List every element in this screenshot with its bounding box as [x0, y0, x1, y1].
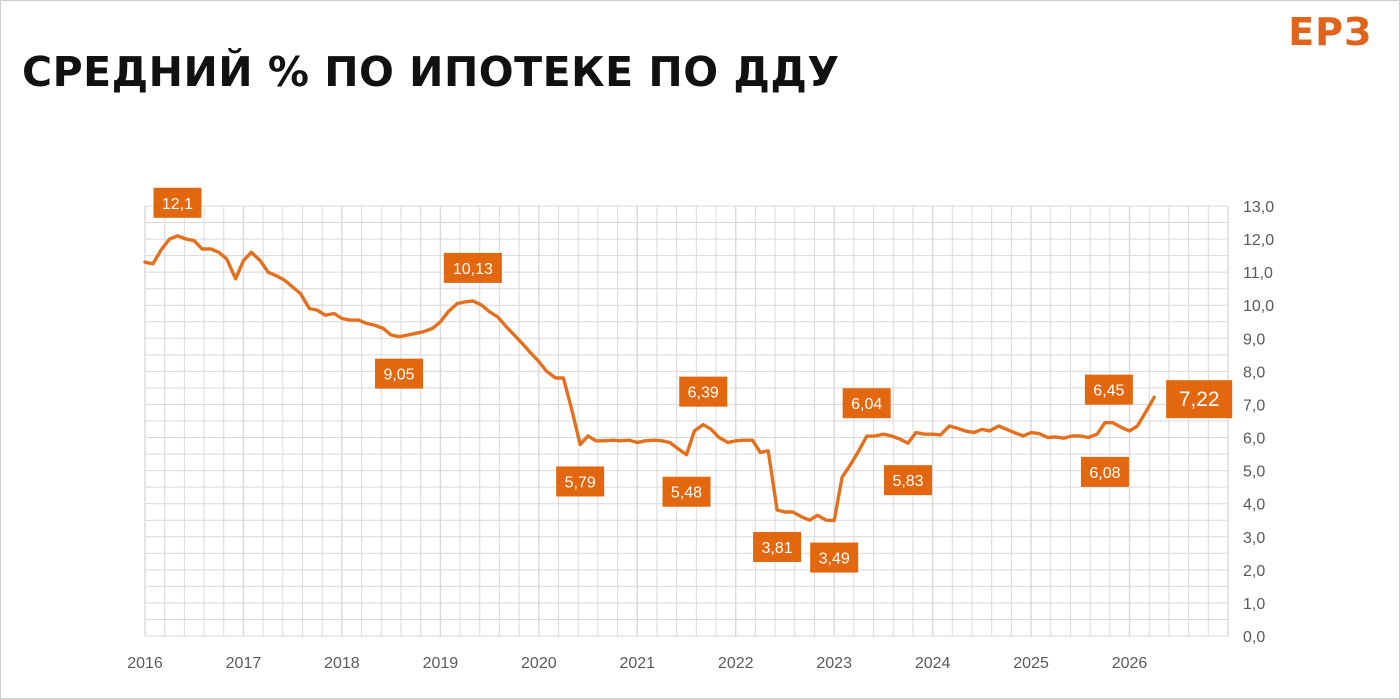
- data-label-text: 9,05: [383, 367, 414, 384]
- x-axis-ticks: 2016 2017 2018 2019 2020 2021 2022 2023 2024 2025…: [127, 655, 1147, 672]
- data-label: 3,81: [753, 531, 802, 562]
- data-labels: 12,1 10,13 9,05 5,79 6,39 5,48 3,81 3,49 6,04 5,8…: [153, 187, 1233, 573]
- data-label-box: [842, 388, 891, 419]
- data-label-text: 6,04: [851, 396, 882, 413]
- data-label-box: [810, 542, 859, 573]
- brand-logo: ЕРЗ: [1288, 10, 1372, 54]
- data-label-text: 3,49: [819, 551, 850, 568]
- x-tick-label: 2018: [324, 655, 360, 672]
- x-tick-label: 2016: [127, 655, 163, 672]
- series-line: [143, 234, 1156, 523]
- data-label: 6,39: [679, 376, 728, 407]
- y-tick-label: 0,0: [1243, 629, 1265, 646]
- data-label-box: [1080, 456, 1129, 487]
- data-label-box: [1166, 380, 1233, 419]
- y-tick-label: 10,0: [1243, 298, 1274, 315]
- data-label: 6,45: [1084, 374, 1133, 405]
- y-tick-label: 4,0: [1243, 497, 1265, 514]
- data-label-box: [153, 187, 202, 218]
- data-label: 6,04: [842, 388, 891, 419]
- data-label-box: [884, 465, 933, 496]
- x-tick-label: 2022: [718, 655, 754, 672]
- data-label: 12,1: [153, 187, 202, 218]
- y-tick-label: 13,0: [1243, 199, 1274, 216]
- y-tick-label: 5,0: [1243, 464, 1265, 481]
- data-label-box: [753, 531, 802, 562]
- chart-grid: [144, 205, 1229, 637]
- x-tick-label: 2026: [1112, 655, 1148, 672]
- page-title: СРЕДНИЙ % ПО ИПОТЕКЕ ПО ДДУ: [22, 48, 840, 96]
- data-label: 5,79: [556, 466, 605, 497]
- data-label-text: 6,39: [688, 385, 719, 402]
- x-tick-label: 2019: [423, 655, 459, 672]
- y-tick-label: 1,0: [1243, 596, 1265, 613]
- data-label: 6,08: [1080, 456, 1129, 487]
- y-tick-label: 6,0: [1243, 431, 1265, 448]
- data-label-text: 10,13: [453, 261, 493, 278]
- data-label-text: 6,45: [1093, 383, 1124, 400]
- y-tick-label: 9,0: [1243, 331, 1265, 348]
- data-label-box: [443, 252, 502, 283]
- data-label-box: [1084, 374, 1133, 405]
- x-tick-label: 2021: [619, 655, 655, 672]
- data-label-text: 5,48: [671, 485, 702, 502]
- data-label-text: 12,1: [162, 196, 193, 213]
- y-tick-label: 11,0: [1243, 265, 1273, 282]
- data-label-box: [375, 358, 424, 389]
- y-tick-label: 12,0: [1243, 232, 1274, 249]
- y-axis-ticks: 0,0 1,0 2,0 3,0 4,0 5,0 6,0 7,0 8,0 9,0 10,0 11,0 12…: [1243, 199, 1274, 646]
- data-label: 9,05: [375, 358, 424, 389]
- y-tick-label: 3,0: [1243, 530, 1265, 547]
- x-tick-label: 2024: [915, 655, 951, 672]
- data-label-text: 5,83: [892, 473, 923, 490]
- x-tick-label: 2017: [226, 655, 262, 672]
- x-tick-label: 2025: [1013, 655, 1049, 672]
- data-label: 7,22: [1166, 380, 1233, 419]
- data-label-text: 7,22: [1179, 388, 1220, 411]
- data-label-text: 6,08: [1089, 465, 1120, 482]
- y-tick-label: 8,0: [1243, 364, 1265, 381]
- x-tick-label: 2020: [521, 655, 557, 672]
- y-tick-label: 7,0: [1243, 397, 1265, 414]
- y-tick-label: 2,0: [1243, 563, 1265, 580]
- data-label: 3,49: [810, 542, 859, 573]
- series-group: [143, 234, 1156, 523]
- x-tick-label: 2023: [816, 655, 852, 672]
- data-label-box: [662, 476, 711, 507]
- data-label-box: [679, 376, 728, 407]
- data-label: 10,13: [443, 252, 502, 283]
- data-label: 5,48: [662, 476, 711, 507]
- data-label-box: [556, 466, 605, 497]
- data-label-text: 3,81: [762, 540, 793, 557]
- data-label-text: 5,79: [565, 474, 596, 491]
- data-label: 5,83: [884, 465, 933, 496]
